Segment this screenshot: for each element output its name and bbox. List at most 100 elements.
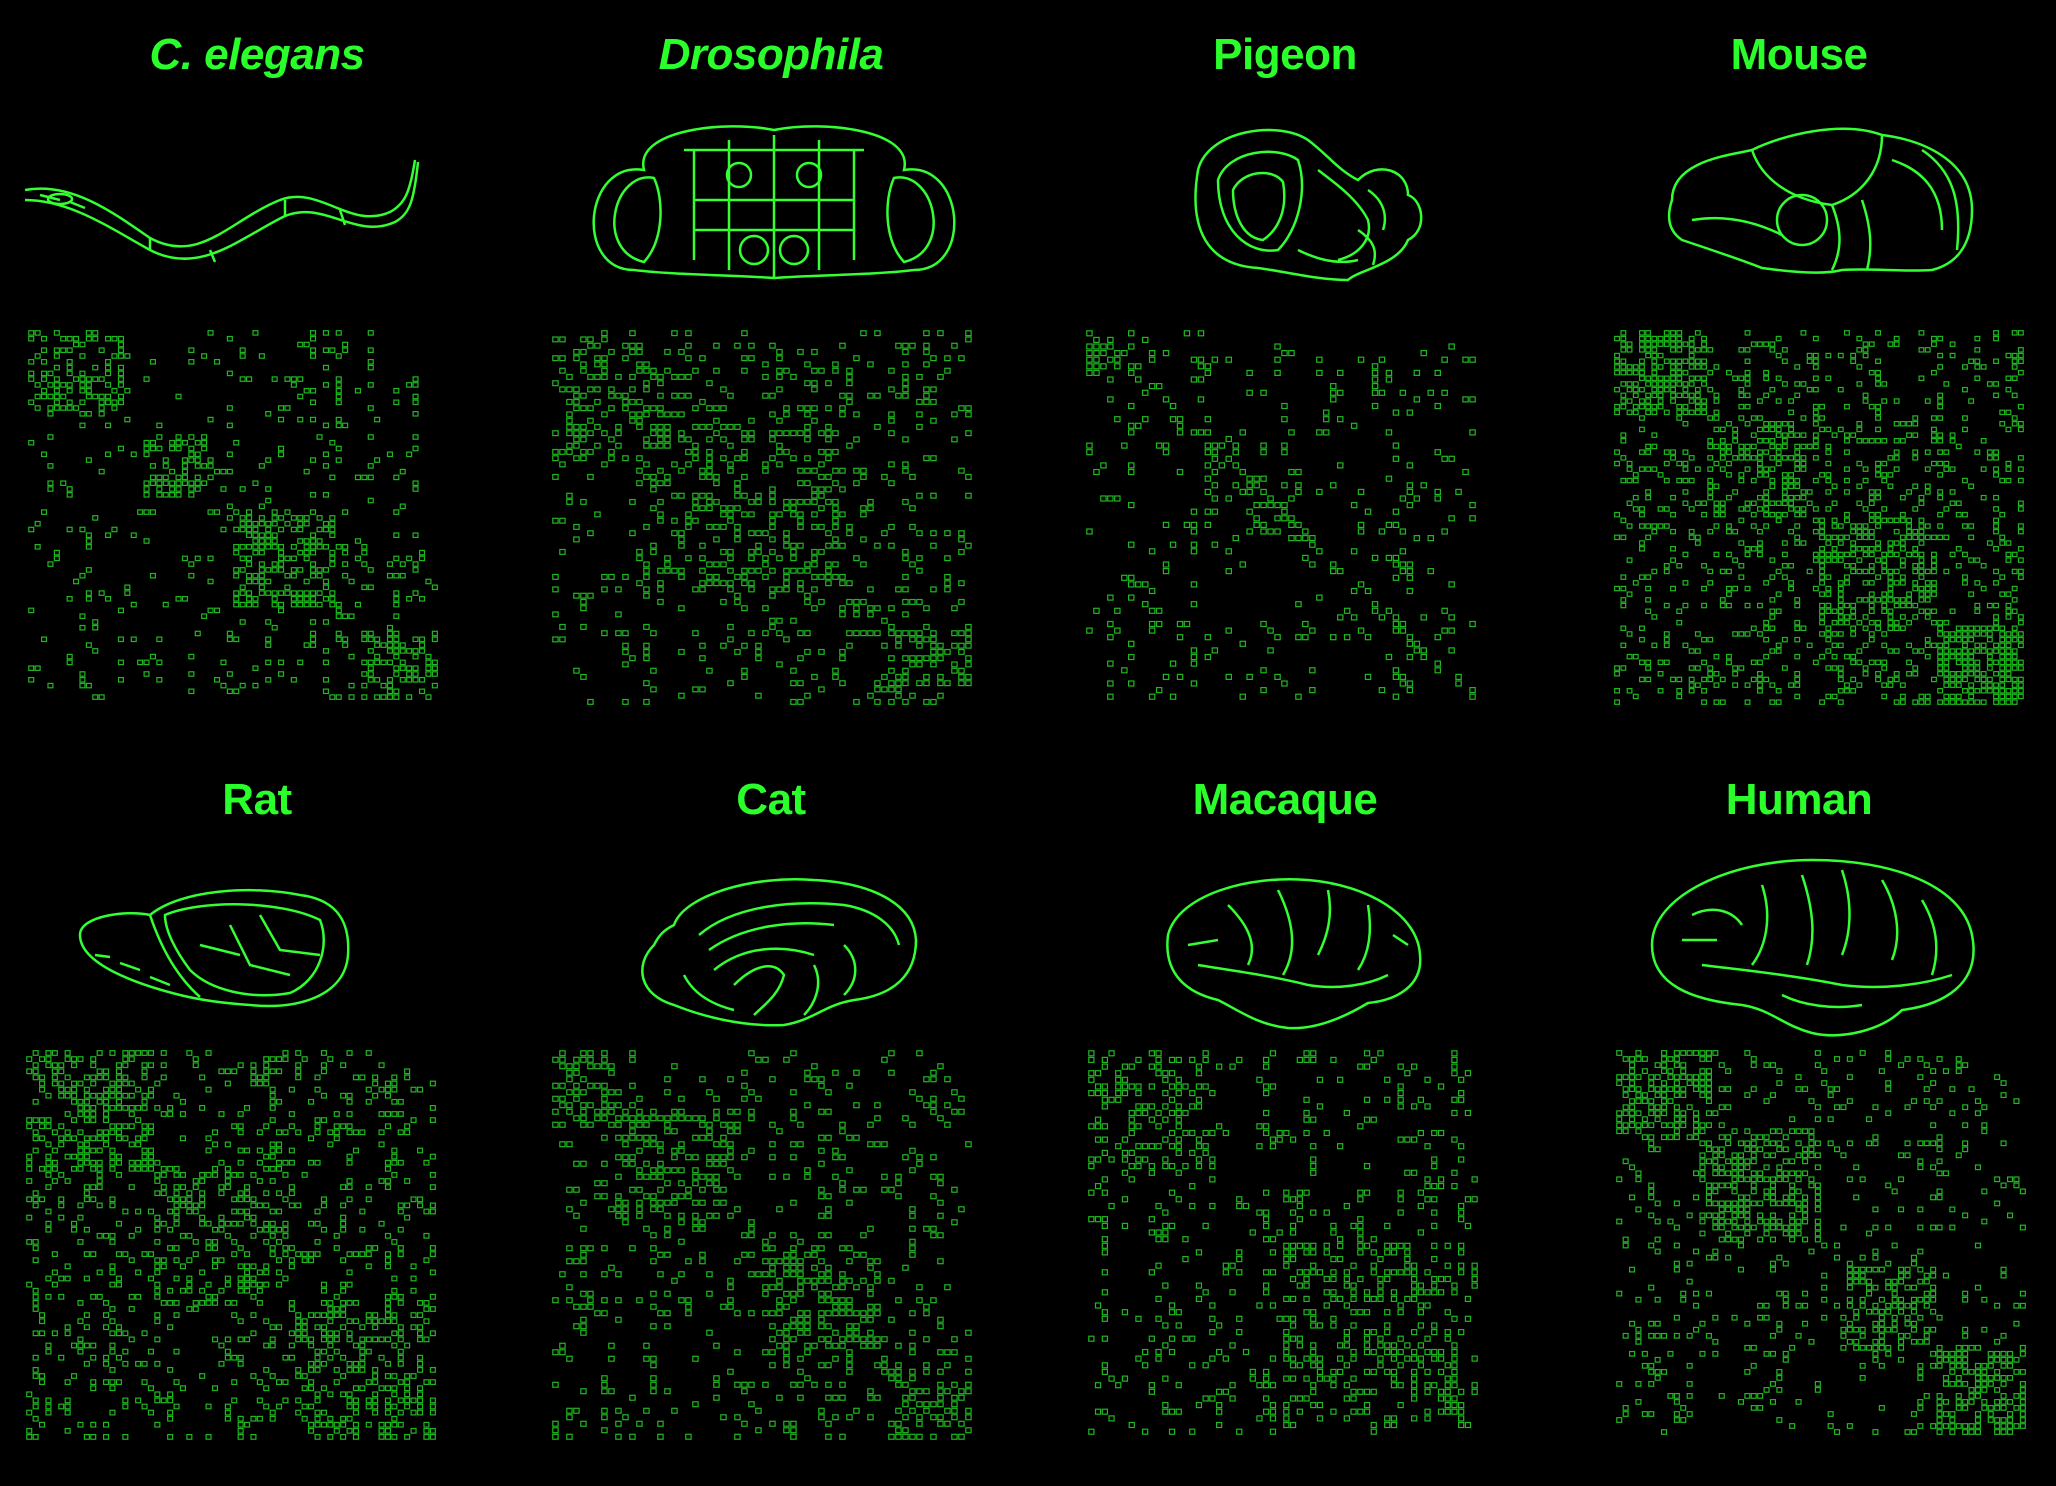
matrix-cell <box>167 1434 174 1440</box>
matrix-cell <box>1757 671 1763 677</box>
matrix-cell <box>706 461 713 468</box>
matrix-cell <box>713 1212 720 1219</box>
matrix-cell <box>1781 483 1788 490</box>
matrix-cell <box>1225 435 1233 443</box>
matrix-cell <box>397 1208 404 1215</box>
matrix-cell <box>734 592 741 599</box>
matrix-cell <box>1993 693 2000 700</box>
matrix-cell <box>881 530 888 537</box>
matrix-cell <box>1392 693 1400 700</box>
matrix-cell <box>1732 585 1739 592</box>
matrix-cell <box>573 1186 580 1193</box>
matrix-cell <box>1713 409 1720 416</box>
matrix-cell <box>944 586 951 593</box>
matrix-cell <box>692 1173 699 1180</box>
matrix-cell <box>252 578 259 585</box>
matrix-cell <box>594 1108 601 1115</box>
matrix-cell <box>45 1403 52 1410</box>
matrix-cell <box>860 1232 867 1239</box>
matrix-cell <box>378 1434 385 1440</box>
matrix-cell <box>2017 500 2024 507</box>
matrix-cell <box>1775 426 1782 433</box>
matrix-cell <box>1682 466 1689 472</box>
matrix-cell <box>1657 392 1664 399</box>
matrix-cell <box>263 1226 270 1233</box>
matrix-cell <box>727 442 734 449</box>
matrix-cell <box>66 399 73 406</box>
matrix-cell <box>284 509 291 515</box>
matrix-cell <box>1974 648 1981 654</box>
matrix-cell <box>650 405 657 412</box>
matrix-cell <box>580 1329 587 1336</box>
matrix-cell <box>320 1287 328 1294</box>
matrix-cell <box>1831 500 1838 507</box>
matrix-cell <box>909 1147 916 1154</box>
matrix-cell <box>1993 625 2000 632</box>
matrix-cell <box>902 611 909 618</box>
matrix-cell <box>867 1310 874 1317</box>
matrix-cell <box>233 526 240 533</box>
matrix-cell <box>657 586 664 593</box>
matrix-cell <box>109 1104 116 1111</box>
matrix-cell <box>1974 699 1981 705</box>
matrix-cell <box>391 1415 398 1422</box>
matrix-cell <box>77 1104 84 1111</box>
matrix-cell <box>335 376 342 382</box>
matrix-cell <box>348 578 355 585</box>
matrix-cell <box>212 1129 219 1136</box>
matrix-cell <box>41 393 48 400</box>
matrix-cell <box>902 586 909 593</box>
matrix-cell <box>399 677 406 683</box>
matrix-cell <box>769 1284 776 1291</box>
matrix-cell <box>916 423 923 430</box>
matrix-cell <box>186 1275 193 1282</box>
matrix-cell <box>1620 455 1627 461</box>
matrix-cell <box>269 1068 276 1075</box>
matrix-cell <box>156 445 163 452</box>
matrix-cell <box>1663 335 1670 342</box>
matrix-cell <box>888 630 895 637</box>
matrix-cell <box>367 497 374 504</box>
matrix-cell <box>346 1415 353 1422</box>
matrix-cell <box>944 555 951 562</box>
matrix-cell <box>1392 554 1400 561</box>
matrix-cell <box>860 1316 867 1323</box>
matrix-cell <box>1309 627 1316 634</box>
matrix-cell <box>1962 636 1968 643</box>
matrix-cell <box>1763 500 1770 507</box>
matrix-cell <box>1107 336 1114 344</box>
matrix-cell <box>1253 502 1260 509</box>
matrix-cell <box>179 1202 187 1209</box>
matrix-cell <box>406 451 413 458</box>
matrix-cell <box>346 1123 353 1130</box>
matrix-cell <box>1350 587 1358 595</box>
matrix-cell <box>1856 381 1863 387</box>
matrix-cell <box>1862 392 1869 399</box>
matrix-cell <box>608 1264 615 1271</box>
matrix-cell <box>39 1123 46 1130</box>
matrix-cell <box>923 361 930 368</box>
matrix-cell <box>429 1367 436 1373</box>
matrix-cell <box>923 680 930 687</box>
matrix-cell <box>1788 494 1794 501</box>
matrix-cell <box>85 596 92 602</box>
matrix-cell <box>1420 614 1428 621</box>
matrix-cell <box>1744 602 1751 609</box>
matrix-cell <box>552 1297 559 1304</box>
matrix-cell <box>1986 676 1993 683</box>
matrix-cell <box>244 1281 251 1288</box>
matrix-cell <box>755 642 762 649</box>
matrix-cell <box>1968 625 1975 632</box>
matrix-cell <box>308 1257 315 1264</box>
matrix-cell <box>923 1303 930 1310</box>
matrix-cell <box>1856 483 1863 490</box>
matrix-cell <box>1225 455 1233 462</box>
matrix-cell <box>352 1360 360 1367</box>
matrix-cell <box>278 549 285 556</box>
matrix-cell <box>98 468 105 475</box>
matrix-cell <box>1794 483 1801 490</box>
matrix-cell <box>860 1251 867 1258</box>
matrix-cell <box>141 1403 148 1410</box>
matrix-cell <box>1462 468 1469 476</box>
matrix-cell <box>1788 500 1794 507</box>
